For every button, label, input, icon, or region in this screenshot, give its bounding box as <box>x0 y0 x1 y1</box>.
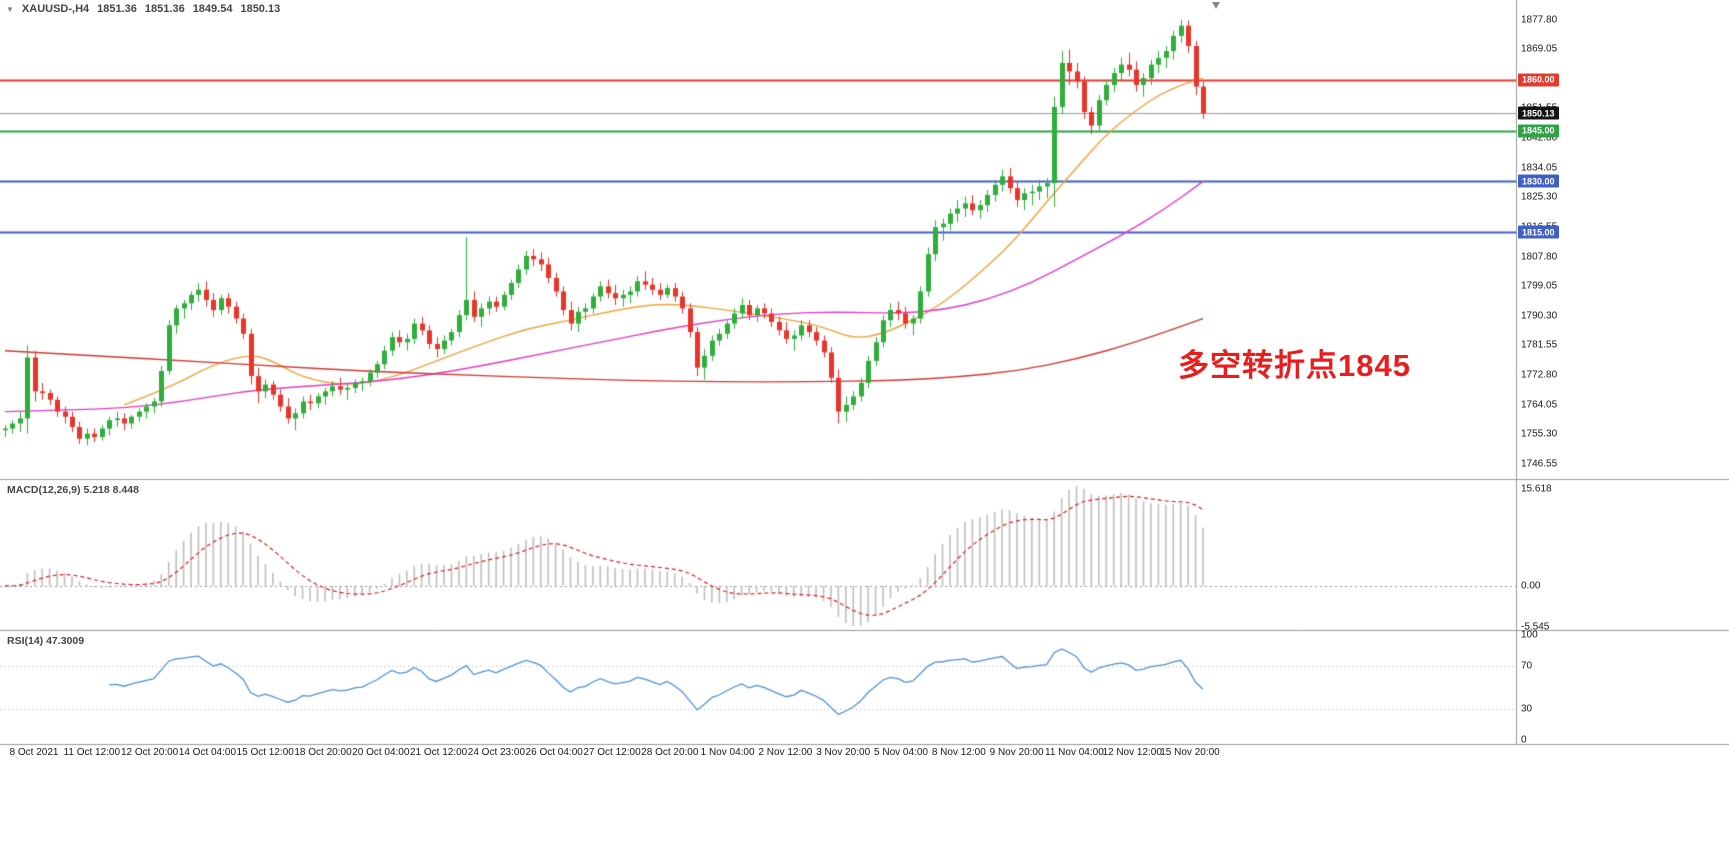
price-axis-label: 1790.30 <box>1521 310 1558 322</box>
time-axis-label: 20 Oct 04:00 <box>352 747 410 758</box>
time-axis-label: 5 Nov 04:00 <box>874 747 928 758</box>
one-click-trading-toggle-icon[interactable]: ▼ <box>6 4 14 14</box>
time-axis-label: 3 Nov 20:00 <box>816 747 871 758</box>
resistance-line-1860-price-tag[interactable]: 1860.00 <box>1518 73 1559 87</box>
ohlc-close-value: 1850.13 <box>240 3 281 15</box>
bid-price-line-price-tag[interactable]: 1850.13 <box>1518 106 1559 120</box>
price-axis-label: 1834.05 <box>1521 162 1558 174</box>
time-axis-label: 24 Oct 23:00 <box>467 747 526 758</box>
macd-axis-zero-label: 0.00 <box>1521 580 1541 592</box>
support-line-1815-price-tag[interactable]: 1815.00 <box>1518 225 1559 239</box>
chart-ohlc-header: ▼ XAUUSD-,H4 1851.36 1851.36 1849.54 185… <box>6 3 280 15</box>
price-axis-label: 1772.80 <box>1521 369 1558 381</box>
macd-indicator-label: MACD(12,26,9) 5.218 8.448 <box>7 484 139 496</box>
rsi-axis-30-label: 30 <box>1521 703 1533 715</box>
time-axis-label: 26 Oct 04:00 <box>525 747 583 758</box>
ohlc-low-value: 1849.54 <box>192 3 233 15</box>
ohlc-high-value: 1851.36 <box>144 3 185 15</box>
price-axis-label: 1807.80 <box>1521 251 1558 263</box>
time-axis-label: 9 Nov 20:00 <box>989 747 1044 758</box>
support-line-1845-price-tag[interactable]: 1845.00 <box>1518 124 1559 138</box>
price-axis-label: 1799.05 <box>1521 280 1558 292</box>
price-axis-label: 1764.05 <box>1521 399 1558 411</box>
time-axis-label: 18 Oct 20:00 <box>294 747 352 758</box>
time-axis-label: 28 Oct 20:00 <box>641 747 699 758</box>
time-axis-label: 15 Nov 20:00 <box>1160 747 1220 758</box>
time-axis-label: 11 Nov 04:00 <box>1045 747 1104 758</box>
price-axis-label: 1869.05 <box>1521 43 1558 55</box>
time-axis-label: 12 Nov 12:00 <box>1102 747 1162 758</box>
time-axis-label: 1 Nov 04:00 <box>700 747 755 758</box>
rsi-axis-0-label: 0 <box>1521 734 1527 746</box>
macd-axis-min-label: -5.545 <box>1521 621 1550 633</box>
symbol-timeframe-label: XAUUSD-,H4 <box>21 3 90 15</box>
chart-shift-marker[interactable] <box>1212 2 1220 9</box>
price-axis-label: 1877.80 <box>1521 14 1558 26</box>
time-axis-label: 21 Oct 12:00 <box>409 747 468 758</box>
time-axis-label: 8 Nov 12:00 <box>931 747 986 758</box>
price-axis-label: 1755.30 <box>1521 428 1558 440</box>
price-axis-label: 1781.55 <box>1521 339 1558 351</box>
macd-axis-max-label: 15.618 <box>1521 483 1552 495</box>
support-line-1830-price-tag[interactable]: 1830.00 <box>1518 174 1559 188</box>
time-axis-label: 8 Oct 2021 <box>9 747 59 758</box>
rsi-indicator-label: RSI(14) 47.3009 <box>7 635 85 647</box>
rsi-axis-70-label: 70 <box>1521 660 1533 672</box>
time-axis-label: 12 Oct 20:00 <box>120 747 179 758</box>
time-axis-label: 15 Oct 12:00 <box>236 747 294 758</box>
time-axis-label: 2 Nov 12:00 <box>758 747 813 758</box>
price-axis-label: 1842.80 <box>1521 132 1558 144</box>
ohlc-open-value: 1851.36 <box>97 3 137 15</box>
chart-annotation-text[interactable]: 多空转折点1845 <box>1178 348 1411 383</box>
time-axis-label: 14 Oct 04:00 <box>178 747 237 758</box>
time-axis-label: 11 Oct 12:00 <box>63 747 121 758</box>
rsi-axis-100-label: 100 <box>1521 629 1538 641</box>
price-axis-label: 1746.55 <box>1521 458 1558 470</box>
price-axis-label: 1825.30 <box>1521 191 1558 203</box>
time-axis-label: 27 Oct 12:00 <box>583 747 641 758</box>
